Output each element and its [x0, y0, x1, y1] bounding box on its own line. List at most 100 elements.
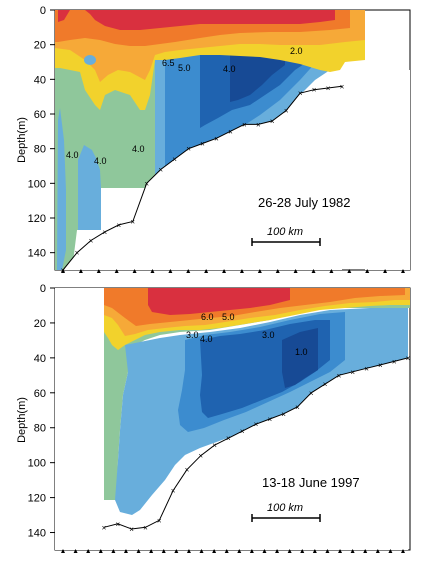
panel-1982-station-marker-15	[329, 269, 334, 273]
panel-1997-bottom-point-2: ×	[129, 525, 134, 534]
panel-1982-bottom-point-15: ×	[270, 117, 275, 126]
panel-1982-contour-label-1: 6.5	[162, 58, 175, 68]
panel-1997-station-marker-13	[224, 549, 229, 553]
panel-1982-bottom-point-20: ×	[340, 82, 345, 91]
panel-1997-station-marker-15	[249, 549, 254, 553]
panel-1982-station-marker-10	[239, 269, 244, 273]
panel-1982-contour-label-3: 4.0	[223, 64, 236, 74]
panel-1982-station-marker-1	[78, 269, 83, 273]
panel-1997-bottom-point-14: ×	[295, 403, 300, 412]
panel-1982-ytick-label-5: 100	[28, 178, 46, 190]
panel-1982-bottom-point-19: ×	[326, 84, 331, 93]
panel-1982-contour-label-7: 4.0	[132, 144, 145, 154]
field-navy	[282, 328, 318, 388]
panel-1982-scale-label: 100 km	[267, 226, 303, 238]
panel-1982-ylabel: Depth(m)	[16, 117, 28, 163]
panel-1997-bottom-point-4: ×	[157, 516, 162, 525]
panel-1997-station-marker-24	[363, 549, 368, 553]
panel-1997-station-marker-21	[325, 549, 330, 553]
panel-1982-ytick-label-6: 120	[28, 213, 46, 225]
panel-1997-ytick-label-3: 60	[34, 388, 46, 400]
panel-1982-contour-label-5: 4.0	[66, 150, 79, 160]
panel-1997-ylabel: Depth(m)	[16, 397, 28, 443]
panel-1997-bottom-point-9: ×	[226, 434, 231, 443]
panel-1997-ytick-label-7: 140	[28, 528, 46, 540]
panel-1997-contour-label-1: 6.0	[201, 312, 214, 322]
panel-1982-station-marker-13	[293, 269, 298, 273]
panel-1997-station-marker-3	[98, 549, 103, 553]
panel-1997-station-marker-23	[350, 549, 355, 553]
panel-1997-station-marker-14	[237, 549, 242, 553]
panel-1982-station-marker-16	[347, 269, 352, 273]
panel-1982-bottom-point-6: ×	[144, 179, 149, 188]
panel-1997-ytick-label-4: 80	[34, 423, 46, 435]
panel-1982-bottom-point-2: ×	[89, 237, 94, 246]
field-surface-red-left	[58, 10, 70, 22]
panel-1982-station-marker-0	[61, 269, 65, 273]
panel-1982-bottom-point-3: ×	[103, 228, 108, 237]
panel-1997-station-marker-2	[86, 549, 91, 553]
panel-1982-bottom-point-12: ×	[228, 127, 233, 136]
panel-1982-bottom-profile	[62, 85, 343, 271]
panel-1997-contour-label-3: 4.0	[200, 334, 213, 344]
panel-1982-station-marker-18	[383, 269, 388, 273]
panel-1997-station-markers: × × × × × × × × × × × × × × × × × × × × × × ×	[61, 354, 411, 553]
panel-1982-bottom-point-14: ×	[256, 120, 261, 129]
panel-1997-station-marker-12	[212, 549, 217, 553]
panel-1982-bottom-point-10: ×	[200, 139, 205, 148]
panel-1982-station-marker-6	[168, 269, 173, 273]
panel-1997-bottom-point-17: ×	[337, 371, 342, 380]
panel-1997-ytick-label-2: 40	[34, 353, 46, 365]
panel-1997-empty-left	[55, 288, 104, 550]
panel-1982-bottom-point-9: ×	[186, 145, 191, 154]
panel-1982-station-marker-17	[365, 269, 370, 273]
panel-1982-annotation: 26-28 July 1982	[258, 195, 351, 210]
panel-1982-station-marker-14	[311, 269, 316, 273]
panel-1997-station-marker-18	[287, 549, 292, 553]
panel-1982-station-marker-5	[150, 269, 155, 273]
panel-1997-ytick-label-6: 120	[28, 493, 46, 505]
panel-1982-ytick-label-0: 0	[40, 5, 46, 17]
panel-1997-bottom-point-22: ×	[406, 354, 411, 363]
field-surface-red	[85, 10, 335, 30]
panel-1997-station-marker-19	[300, 549, 305, 553]
panel-1997-scale-label: 100 km	[267, 502, 303, 514]
panel-1982-bottom-point-7: ×	[158, 165, 163, 174]
panel-1997-bottom-point-3: ×	[143, 523, 148, 532]
panel-1982-station-marker-11	[257, 269, 262, 273]
panel-1982-fields	[55, 10, 365, 270]
panel-1982-bottom-point-8: ×	[172, 155, 177, 164]
panel-1982-bottom-point-17: ×	[298, 89, 303, 98]
panel-1997-bottom-point-21: ×	[392, 357, 397, 366]
panel-1997-bottom-point-8: ×	[212, 441, 217, 450]
panel-1997-bottom-point-18: ×	[350, 368, 355, 377]
panel-1997-bottom-point-15: ×	[309, 389, 314, 398]
panel-1997-station-marker-10	[186, 549, 191, 553]
panel-1997-y-axis: 0 20 40 60 80 100 120 140	[28, 283, 55, 540]
panel-1997-bottom-point-6: ×	[185, 466, 190, 475]
panel-1982-station-marker-2	[96, 269, 101, 273]
panel-1997-bottom-point-10: ×	[240, 427, 245, 436]
field-navy	[230, 45, 285, 102]
panel-1982-y-axis: 0 20 40 60 80 100 120 140	[28, 5, 55, 260]
panel-1997-station-marker-27	[401, 549, 405, 553]
panel-1982-bottom-point-5: ×	[130, 217, 135, 226]
panel-1997-station-marker-16	[262, 549, 267, 553]
panel-1982-ytick-label-2: 40	[34, 74, 46, 86]
panel-1982-seafloor	[63, 86, 342, 270]
panel-1997-station-marker-6	[136, 549, 141, 553]
field-light-blue-mid	[78, 145, 101, 230]
panel-1982-bottom-point-18: ×	[312, 86, 317, 95]
panel-1997-station-marker-26	[388, 549, 393, 553]
panel-1982-bottom-point-11: ×	[214, 134, 219, 143]
panel-1982-bottom-point-16: ×	[284, 107, 289, 116]
panel-1982-station-marker-3	[114, 269, 119, 273]
panel-1982-bottom-point-4: ×	[116, 221, 121, 230]
panel-1997-bottom-point-16: ×	[323, 380, 328, 389]
panel-1997-bottom-point-11: ×	[254, 420, 259, 429]
panel-1982-bottom-point-1: ×	[75, 249, 80, 258]
panel-1997-bottom-point-0: ×	[102, 523, 107, 532]
